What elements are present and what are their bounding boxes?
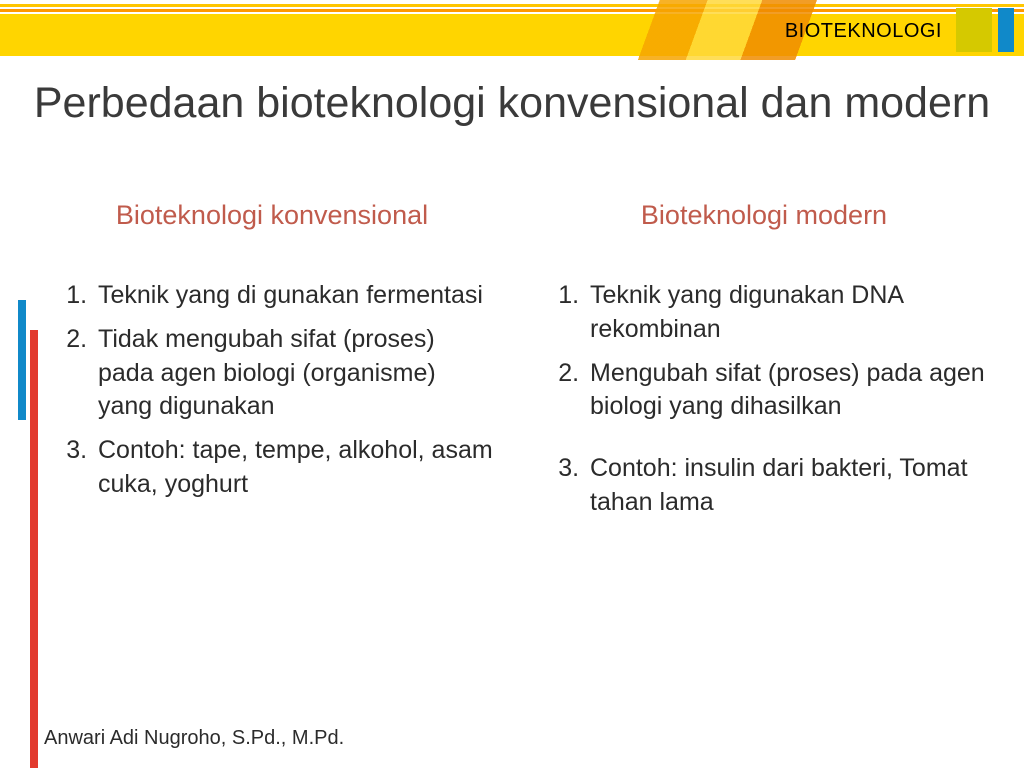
left-red-bar	[30, 330, 38, 768]
banner-square-blue	[998, 8, 1014, 52]
left-item: Teknik yang di gunakan fermentasi	[94, 279, 496, 313]
slide-title: Perbedaan bioteknologi konvensional dan …	[0, 78, 1024, 129]
right-item: Contoh: insulin dari bakteri, Tomat taha…	[586, 452, 988, 520]
content-columns: Bioteknologi konvensional Teknik yang di…	[48, 200, 988, 530]
left-heading: Bioteknologi konvensional	[48, 200, 496, 231]
left-list: Teknik yang di gunakan fermentasi Tidak …	[48, 279, 496, 502]
right-list: Teknik yang digunakan DNA rekombinan Men…	[540, 279, 988, 520]
banner-square-lime	[956, 8, 992, 52]
left-item: Contoh: tape, tempe, alkohol, asam cuka,…	[94, 434, 496, 502]
column-right: Bioteknologi modern Teknik yang digunaka…	[540, 200, 988, 530]
right-item: Teknik yang digunakan DNA rekombinan	[586, 279, 988, 347]
slide-banner: BIOTEKNOLOGI	[0, 0, 1024, 60]
subject-label: BIOTEKNOLOGI	[785, 20, 942, 43]
author-footer: Anwari Adi Nugroho, S.Pd., M.Pd.	[44, 727, 344, 750]
left-edge-accent	[0, 300, 40, 768]
right-item: Mengubah sifat (proses) pada agen biolog…	[586, 357, 988, 425]
column-left: Bioteknologi konvensional Teknik yang di…	[48, 200, 496, 530]
left-blue-bar	[18, 300, 26, 420]
left-item: Tidak mengubah sifat (proses) pada agen …	[94, 323, 496, 424]
right-heading: Bioteknologi modern	[540, 200, 988, 231]
